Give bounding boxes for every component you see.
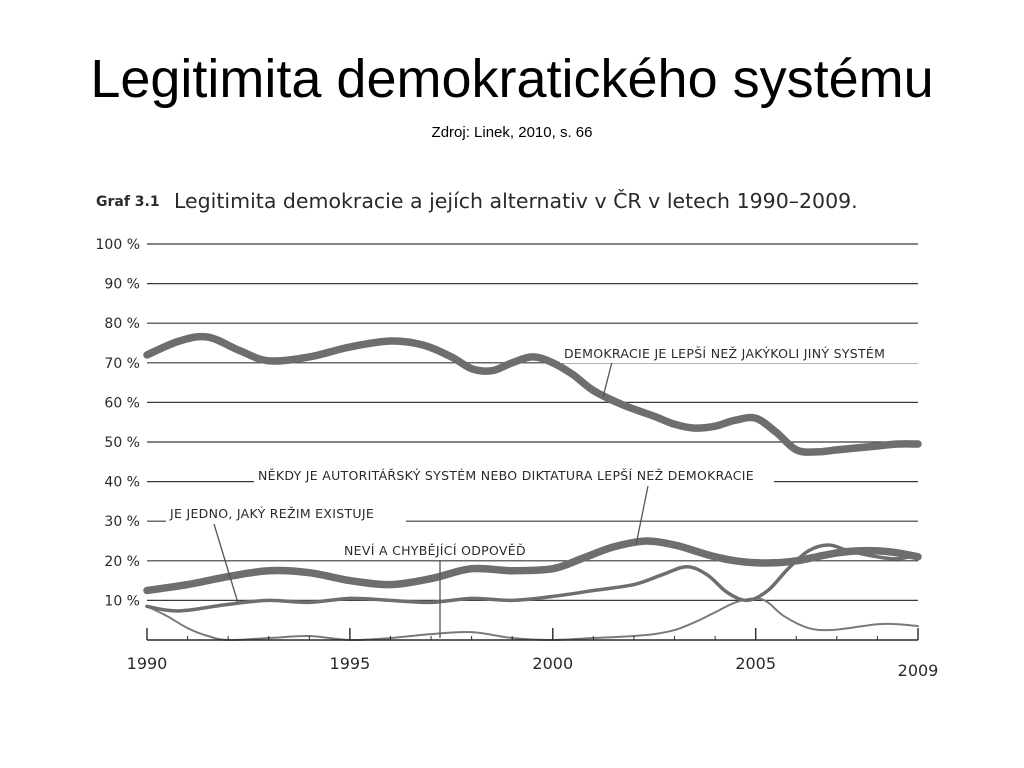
axis-layer: 10 % 20 % 30 % 40 % 50 % 60 % 70 % 80 % 90 % 100 … [96, 237, 939, 680]
x-tick-label: 2000 [532, 654, 573, 673]
y-tick-label: 30 % [104, 514, 140, 530]
series-label-bg-1 [560, 345, 920, 363]
series-label-bg-3 [166, 505, 406, 523]
x-tick-label: 1990 [127, 654, 168, 673]
series-label-bg-2 [254, 467, 774, 485]
series-label-1: DEMOKRACIE JE LEPŠÍ NEŽ JAKÝKOLI JINÝ SY… [564, 346, 885, 361]
series-line-4 [146, 597, 919, 642]
series-line-2 [143, 537, 922, 595]
slide-title: Legitimita demokratického systému [90, 49, 934, 109]
series-line-1 [143, 332, 922, 456]
x-tick-label: 2005 [735, 654, 776, 673]
y-tick-label: 100 % [96, 237, 140, 253]
series-layer [143, 332, 922, 642]
callout-leader-3 [213, 523, 239, 604]
series-label-3: JE JEDNO, JAKÝ REŽIM EXISTUJE [169, 506, 374, 521]
series-line-3 [145, 543, 920, 613]
y-tick-label: 60 % [104, 395, 140, 411]
callout-leader-2 [635, 485, 649, 546]
x-tick-label: 2009 [898, 661, 939, 680]
callout-leader-1 [602, 361, 613, 398]
chart-figure-number: Graf 3.1 [96, 194, 160, 210]
y-tick-label: 10 % [104, 593, 140, 609]
series-label-bg-4 [340, 542, 540, 560]
label-layer: DEMOKRACIE JE LEPŠÍ NEŽ JAKÝKOLI JINÝ SY… [166, 345, 920, 560]
series-label-2: NĚKDY JE AUTORITÁŘSKÝ SYSTÉM NEBO DIKTAT… [258, 468, 754, 483]
y-tick-label: 90 % [104, 277, 140, 293]
y-tick-label: 40 % [104, 475, 140, 491]
y-tick-label: 20 % [104, 554, 140, 570]
y-tick-label: 50 % [104, 435, 140, 451]
callout-layer [213, 361, 649, 638]
x-tick-label: 1995 [330, 654, 371, 673]
series-label-4: NEVÍ A CHYBĚJÍCÍ ODPOVĚĎ [344, 543, 526, 558]
slide-source: Zdroj: Linek, 2010, s. 66 [431, 124, 593, 141]
chart-title: Legitimita demokracie a jejích alternati… [174, 188, 858, 213]
y-tick-label: 80 % [104, 316, 140, 332]
y-tick-label: 70 % [104, 356, 140, 372]
